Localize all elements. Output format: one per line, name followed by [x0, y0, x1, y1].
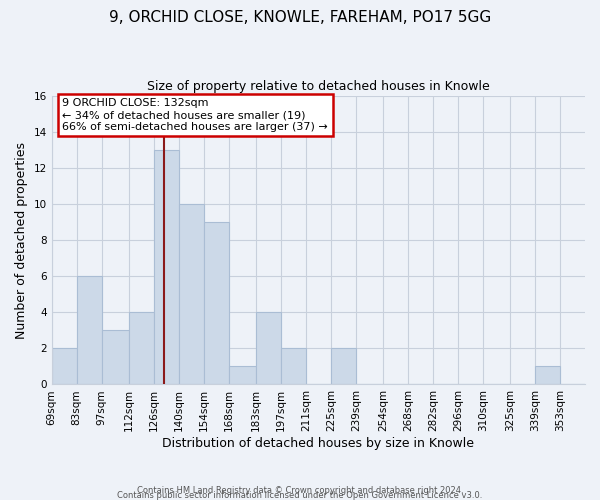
Title: Size of property relative to detached houses in Knowle: Size of property relative to detached ho…	[147, 80, 490, 93]
Text: Contains public sector information licensed under the Open Government Licence v3: Contains public sector information licen…	[118, 491, 482, 500]
Bar	[179, 204, 204, 384]
Bar	[154, 150, 179, 384]
Bar	[77, 276, 102, 384]
Bar	[535, 366, 560, 384]
Bar	[52, 348, 77, 384]
Bar	[229, 366, 256, 384]
Bar	[102, 330, 128, 384]
Bar	[281, 348, 306, 384]
Text: Contains HM Land Registry data © Crown copyright and database right 2024.: Contains HM Land Registry data © Crown c…	[137, 486, 463, 495]
Bar	[256, 312, 281, 384]
X-axis label: Distribution of detached houses by size in Knowle: Distribution of detached houses by size …	[163, 437, 475, 450]
Bar	[204, 222, 229, 384]
Text: 9 ORCHID CLOSE: 132sqm
← 34% of detached houses are smaller (19)
66% of semi-det: 9 ORCHID CLOSE: 132sqm ← 34% of detached…	[62, 98, 328, 132]
Y-axis label: Number of detached properties: Number of detached properties	[15, 142, 28, 338]
Bar	[128, 312, 154, 384]
Bar	[331, 348, 356, 384]
Text: 9, ORCHID CLOSE, KNOWLE, FAREHAM, PO17 5GG: 9, ORCHID CLOSE, KNOWLE, FAREHAM, PO17 5…	[109, 10, 491, 25]
